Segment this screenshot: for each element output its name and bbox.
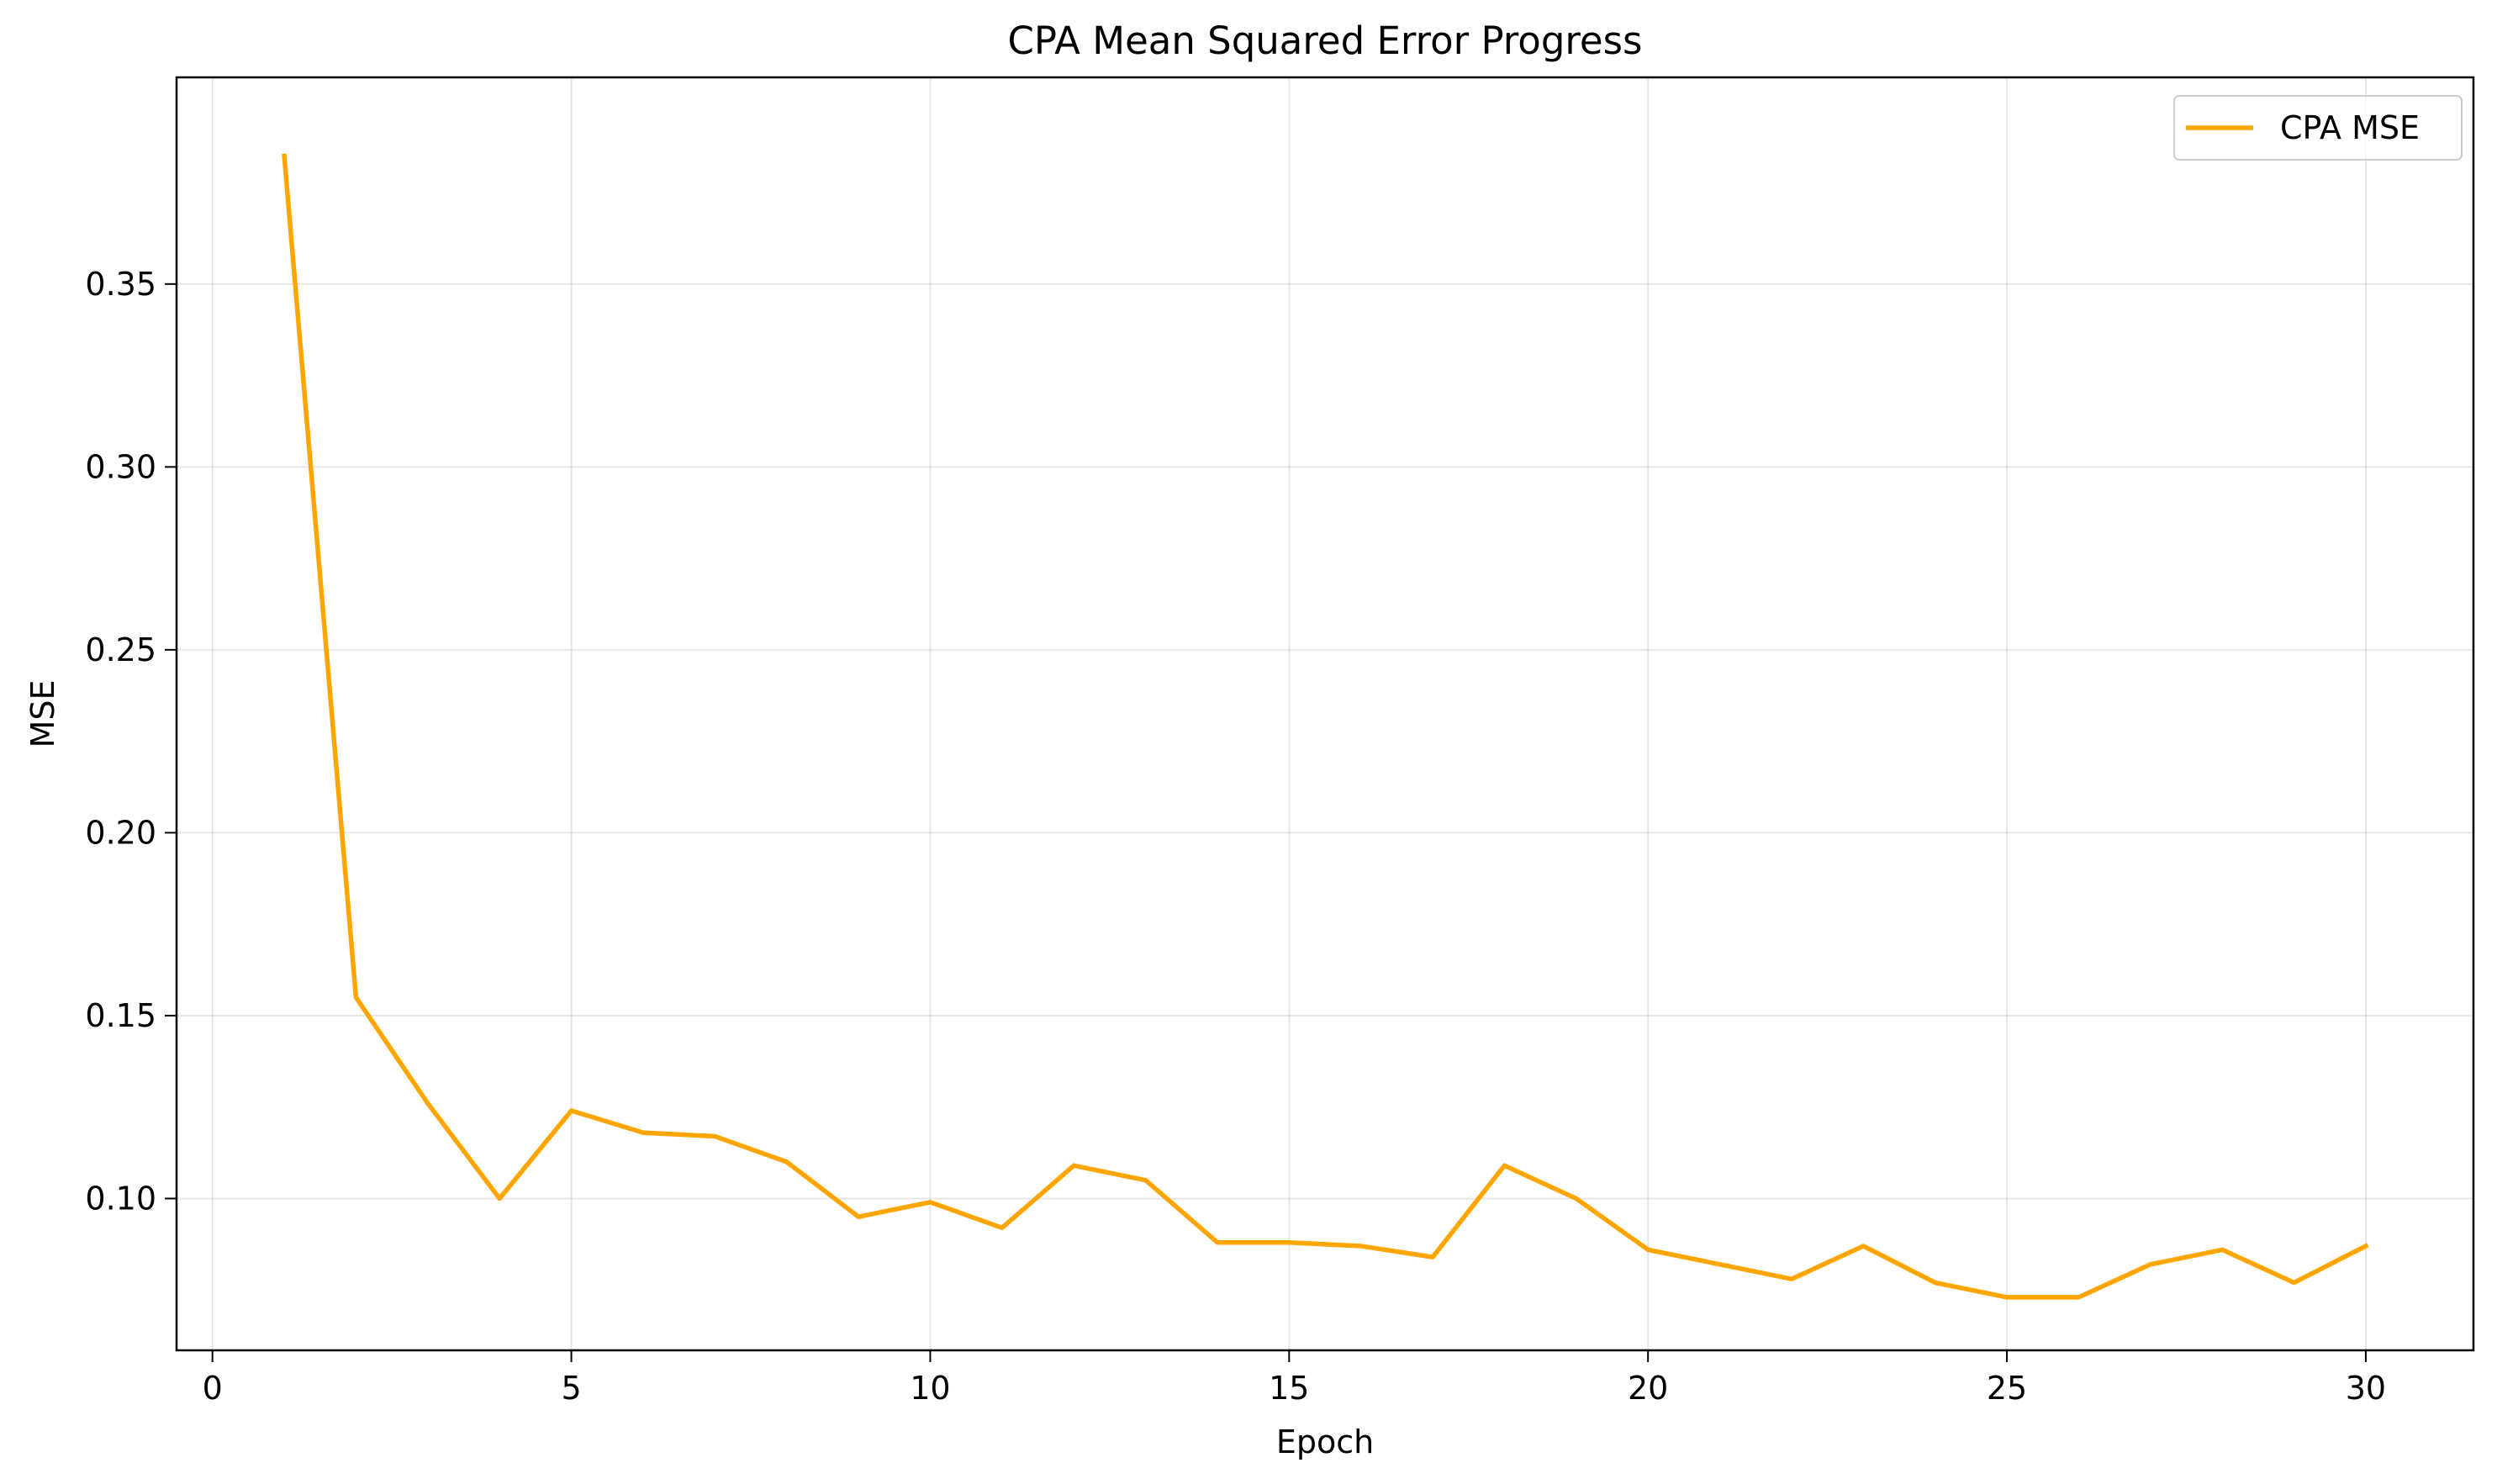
x-tick-label: 15 <box>1269 1370 1309 1407</box>
chart-title: CPA Mean Squared Error Progress <box>1007 18 1642 63</box>
x-tick-label: 20 <box>1628 1370 1668 1407</box>
series-layer <box>282 153 2369 1300</box>
x-axis-label: Epoch <box>1276 1423 1374 1460</box>
y-tick-label: 0.10 <box>85 1180 156 1217</box>
legend-label-cpa-mse: CPA MSE <box>2280 109 2420 146</box>
x-tick-label: 25 <box>1987 1370 2027 1407</box>
grid <box>177 77 2473 1350</box>
legend-box <box>2173 95 2463 161</box>
axis-ticks: 0 5 10 15 20 25 30 0.10 0.15 0.20 0.25 0.30 0.35 <box>85 266 2386 1407</box>
x-tick-label: 10 <box>910 1370 950 1407</box>
series-line-cpa-mse <box>282 153 2369 1300</box>
y-tick-label: 0.15 <box>85 997 156 1034</box>
x-tick-label: 30 <box>2346 1370 2386 1407</box>
x-tick-label: 0 <box>203 1370 223 1407</box>
y-tick-label: 0.30 <box>85 448 156 485</box>
y-tick-label: 0.35 <box>85 266 156 303</box>
y-tick-label: 0.20 <box>85 814 156 851</box>
plot-frame <box>175 76 2475 1352</box>
y-axis-label: MSE <box>24 680 61 748</box>
legend: CPA MSE <box>2173 95 2463 161</box>
y-tick-label: 0.25 <box>85 631 156 668</box>
x-tick-label: 5 <box>561 1370 581 1407</box>
